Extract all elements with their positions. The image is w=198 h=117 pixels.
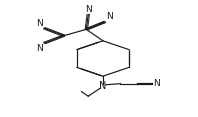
Text: N: N bbox=[37, 44, 43, 53]
Text: N: N bbox=[106, 12, 113, 21]
Text: N: N bbox=[153, 79, 159, 88]
Text: N: N bbox=[99, 81, 107, 91]
Text: N: N bbox=[85, 5, 92, 14]
Text: N: N bbox=[37, 19, 43, 28]
